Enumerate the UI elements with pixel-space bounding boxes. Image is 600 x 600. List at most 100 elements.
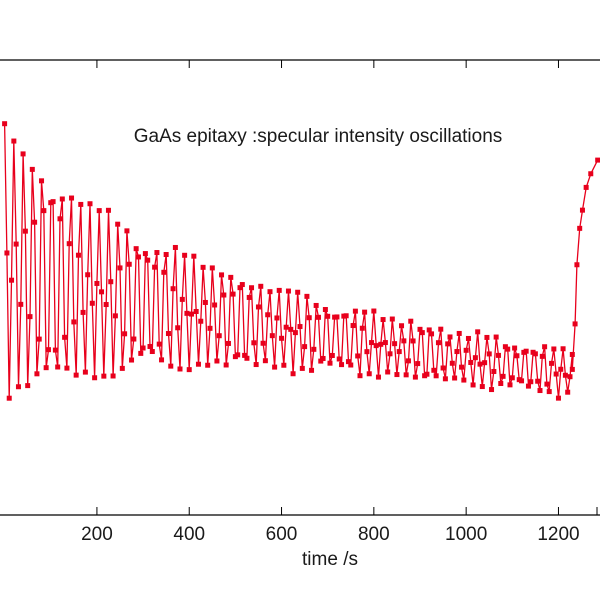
- data-point: [110, 373, 116, 379]
- data-point: [78, 201, 84, 207]
- data-point: [569, 351, 575, 357]
- data-point: [500, 373, 506, 379]
- data-point: [569, 366, 575, 372]
- data-point: [299, 365, 305, 371]
- data-point: [495, 352, 501, 358]
- data-point: [140, 345, 146, 351]
- data-point: [491, 368, 497, 374]
- x-tick-label: 1200: [537, 524, 579, 545]
- data-point: [401, 338, 407, 344]
- data-point: [345, 359, 351, 365]
- data-point: [195, 361, 201, 367]
- data-point: [366, 371, 372, 377]
- data-point: [493, 334, 499, 340]
- data-point: [122, 331, 128, 337]
- data-point: [309, 367, 315, 373]
- data-point: [542, 344, 548, 350]
- data-point: [380, 317, 386, 323]
- data-point: [334, 314, 340, 320]
- data-point: [329, 352, 335, 358]
- data-point: [479, 384, 485, 390]
- data-point: [285, 288, 291, 294]
- data-point: [297, 324, 303, 330]
- data-point: [228, 274, 234, 280]
- data-point: [177, 366, 183, 372]
- data-point: [138, 350, 144, 356]
- data-point: [435, 340, 441, 346]
- data-point: [385, 369, 391, 375]
- series-line: [3, 123, 599, 399]
- data-point: [567, 374, 573, 380]
- data-point: [200, 264, 206, 270]
- data-point: [152, 264, 158, 270]
- data-point: [156, 341, 162, 347]
- data-point: [306, 315, 312, 321]
- x-tick-labels: 200 400 600 800 1000 1200: [81, 524, 580, 545]
- data-point: [442, 376, 448, 382]
- data-point: [315, 314, 321, 320]
- data-point: [498, 380, 504, 386]
- data-point: [212, 302, 218, 308]
- data-point: [288, 326, 294, 332]
- data-point: [22, 228, 28, 234]
- data-point: [419, 330, 425, 336]
- data-point: [32, 219, 38, 225]
- data-point: [9, 277, 15, 283]
- data-point: [475, 329, 481, 335]
- data-point: [253, 362, 259, 368]
- data-point: [103, 302, 109, 308]
- data-point: [403, 372, 409, 378]
- x-tick-label: 1000: [445, 524, 487, 545]
- series-markers: [2, 121, 600, 401]
- data-point: [154, 250, 160, 256]
- data-point: [237, 285, 243, 291]
- data-point: [373, 343, 379, 349]
- data-point: [322, 307, 328, 313]
- data-point: [352, 308, 358, 314]
- data-point: [191, 253, 197, 259]
- data-point: [255, 304, 261, 310]
- data-point: [105, 207, 111, 213]
- data-point: [29, 166, 35, 172]
- data-point: [362, 309, 368, 315]
- data-point: [505, 346, 511, 352]
- data-point: [523, 348, 529, 354]
- data-point: [18, 301, 24, 307]
- data-point: [371, 308, 377, 314]
- data-point: [560, 346, 566, 352]
- data-point: [149, 349, 155, 355]
- data-point: [239, 282, 245, 288]
- data-point: [230, 291, 236, 297]
- data-point: [11, 138, 17, 144]
- data-point: [276, 287, 282, 293]
- data-point: [170, 286, 176, 292]
- data-point: [470, 382, 476, 388]
- data-point: [27, 314, 33, 320]
- data-point: [394, 372, 400, 378]
- data-point: [25, 383, 31, 389]
- data-point: [553, 371, 559, 377]
- data-point: [258, 283, 264, 289]
- data-point: [272, 364, 278, 370]
- data-point: [244, 355, 250, 361]
- data-point: [588, 171, 594, 177]
- data-point: [295, 289, 301, 295]
- data-point: [119, 365, 125, 371]
- data-point: [433, 373, 439, 379]
- data-point: [396, 349, 402, 355]
- data-point: [85, 272, 91, 278]
- data-point: [4, 250, 10, 256]
- data-point: [375, 374, 381, 380]
- data-point: [514, 353, 520, 359]
- data-point: [115, 221, 121, 227]
- data-point: [572, 321, 578, 327]
- data-point: [565, 389, 571, 395]
- data-point: [168, 363, 174, 369]
- data-point: [202, 299, 208, 305]
- data-point: [343, 313, 349, 319]
- data-point: [392, 341, 398, 347]
- data-point: [145, 257, 151, 263]
- data-point: [131, 336, 137, 342]
- data-point: [528, 379, 534, 385]
- data-point: [209, 265, 215, 271]
